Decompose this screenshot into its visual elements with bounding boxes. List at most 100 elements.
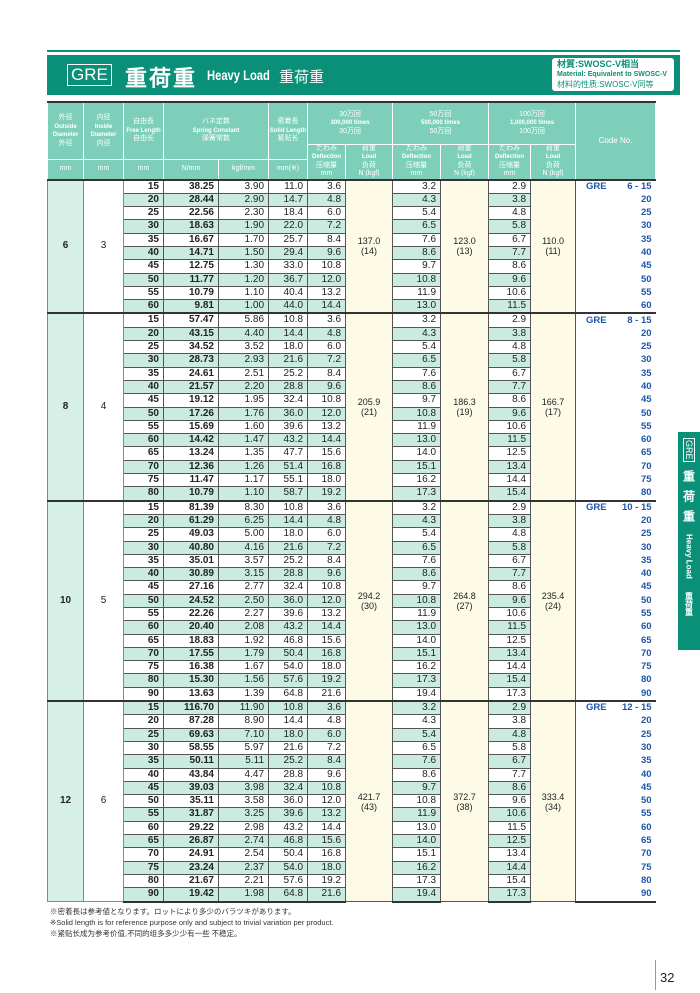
free-length: 40	[123, 245, 164, 261]
deflection-30: 6.0	[307, 206, 347, 221]
spring-constant-kgf: 1.90	[217, 219, 270, 234]
code-suffix: 55	[640, 420, 652, 432]
col-life-50: 50万回 500,000 times 50万回	[392, 101, 490, 145]
spring-constant-kgf: 2.20	[217, 379, 270, 395]
solid-length: 57.6	[268, 873, 309, 889]
spring-constant-kgf: 3.90	[217, 178, 270, 194]
deflection-30: 12.0	[307, 593, 347, 609]
load-kgf: (19)	[456, 407, 473, 418]
code-suffix: 90	[640, 887, 652, 899]
free-length: 25	[123, 527, 164, 542]
code-number: 50	[575, 594, 656, 608]
code-suffix: 65	[640, 634, 652, 646]
solid-length: 40.4	[268, 285, 309, 301]
spring-constant-n: 19.12	[163, 393, 219, 408]
solid-length: 28.8	[268, 767, 309, 782]
spring-constant-n: 26.87	[163, 834, 219, 849]
free-length: 60	[123, 299, 164, 314]
solid-length: 55.1	[268, 473, 309, 488]
col-load-2: 荷重 Load 负荷 N (kgf)	[530, 143, 577, 180]
deflection-30: 13.2	[307, 606, 347, 622]
code-suffix: 70	[640, 647, 652, 659]
solid-length: 32.4	[268, 580, 309, 595]
spring-constant-n: 49.03	[163, 527, 219, 542]
spring-constant-kgf: 5.11	[217, 754, 270, 769]
solid-length: 14.7	[268, 192, 309, 208]
code-suffix: 80	[640, 487, 652, 499]
spring-constant-kgf: 1.76	[217, 406, 270, 421]
spring-constant-kgf: 8.30	[217, 499, 270, 515]
spring-constant-kgf: 3.58	[217, 794, 270, 809]
deflection-100: 17.3	[488, 887, 532, 903]
code-suffix: 45	[640, 781, 652, 793]
material-box: 材質:SWOSC-V相当 Material: Equivalent to SWO…	[552, 58, 674, 91]
deflection-50: 8.6	[392, 567, 442, 582]
deflection-100: 2.9	[488, 312, 532, 328]
solid-length: 25.2	[268, 366, 309, 381]
deflection-50: 4.3	[392, 192, 442, 208]
solid-length: 54.0	[268, 860, 309, 875]
code-suffix: 30	[640, 741, 652, 753]
deflection-30: 16.8	[307, 847, 347, 862]
spring-constant-n: 30.89	[163, 567, 219, 582]
code-number: GRE 8 - 15	[575, 312, 656, 328]
code-suffix: 65	[640, 835, 652, 847]
load-50: 123.0 (13)	[440, 178, 490, 314]
code-suffix: 50	[640, 407, 652, 419]
title-banner: GRE 重荷重 Heavy Load 重荷重 材質:SWOSC-V相当 Mate…	[47, 55, 680, 95]
load-kgf: (38)	[456, 801, 473, 812]
spring-constant-n: 24.61	[163, 366, 219, 381]
solid-length: 21.6	[268, 540, 309, 555]
solid-length: 36.7	[268, 272, 309, 287]
solid-length: 29.4	[268, 245, 309, 261]
load-kgf: (17)	[545, 407, 562, 418]
table-row: 35 16.67 1.70 25.7 8.4 7.6 6.7 35	[48, 232, 656, 247]
spring-constant-n: 9.81	[163, 299, 219, 314]
load-30: 205.9 (21)	[345, 312, 394, 502]
code-suffix: 8 - 15	[627, 314, 652, 326]
deflection-100: 4.8	[488, 340, 532, 355]
code-suffix: 80	[640, 674, 652, 686]
deflection-30: 8.4	[307, 232, 347, 247]
side-index-tab[interactable]: GRE 重荷重 Heavy Load 重荷重	[678, 432, 700, 650]
code-number: 65	[575, 446, 656, 461]
spring-constant-kgf: 1.56	[217, 673, 270, 688]
table-row: 40 30.89 3.15 28.8 9.6 8.6 7.7 40	[48, 567, 656, 582]
code-suffix: 55	[640, 286, 652, 298]
solid-length: 28.8	[268, 567, 309, 582]
load-n: 205.9	[357, 397, 381, 408]
code-number: 80	[575, 673, 656, 688]
deflection-100: 6.7	[488, 232, 532, 247]
solid-length: 21.6	[268, 353, 309, 368]
col-solid: 密着長 Solid Length 紧贴长	[268, 101, 309, 161]
table-row: 70 12.36 1.26 51.4 16.8 15.1 13.4 70	[48, 459, 656, 475]
deflection-30: 21.6	[307, 686, 347, 702]
deflection-50: 15.1	[392, 847, 442, 862]
code-number: 90	[575, 687, 656, 702]
outside-diameter: 8	[47, 312, 84, 502]
table-row: 30 40.80 4.16 21.6 7.2 6.5 5.8 30	[48, 540, 656, 555]
load-50: 186.3 (19)	[440, 312, 490, 502]
deflection-100: 3.8	[488, 714, 532, 729]
load-50: 372.7 (38)	[440, 700, 490, 903]
deflection-100: 5.8	[488, 353, 532, 368]
table-row: 70 17.55 1.79 50.4 16.8 15.1 13.4 70	[48, 646, 656, 662]
col-defl-2: たわみ Deflection 压缩量 mm	[488, 143, 532, 180]
code-suffix: 45	[640, 581, 652, 593]
side-jp: 重荷重	[681, 469, 696, 530]
deflection-30: 8.4	[307, 366, 347, 381]
deflection-30: 15.6	[307, 633, 347, 648]
inside-diameter: 4	[83, 312, 124, 502]
unit-free: mm	[123, 159, 164, 180]
solid-length: 25.2	[268, 754, 309, 769]
side-en: Heavy Load	[684, 533, 694, 579]
code-suffix: 50	[640, 795, 652, 807]
deflection-30: 6.0	[307, 340, 347, 355]
code-number: 55	[575, 286, 656, 300]
table-row: 55 10.79 1.10 40.4 13.2 11.9 10.6 55	[48, 285, 656, 301]
side-series: GRE	[683, 438, 695, 462]
code-suffix: 40	[640, 246, 652, 258]
table-row: 65 26.87 2.74 46.8 15.6 14.0 12.5 65	[48, 834, 656, 849]
spring-constant-n: 11.77	[163, 272, 219, 287]
spring-constant-kgf: 11.90	[217, 700, 270, 716]
